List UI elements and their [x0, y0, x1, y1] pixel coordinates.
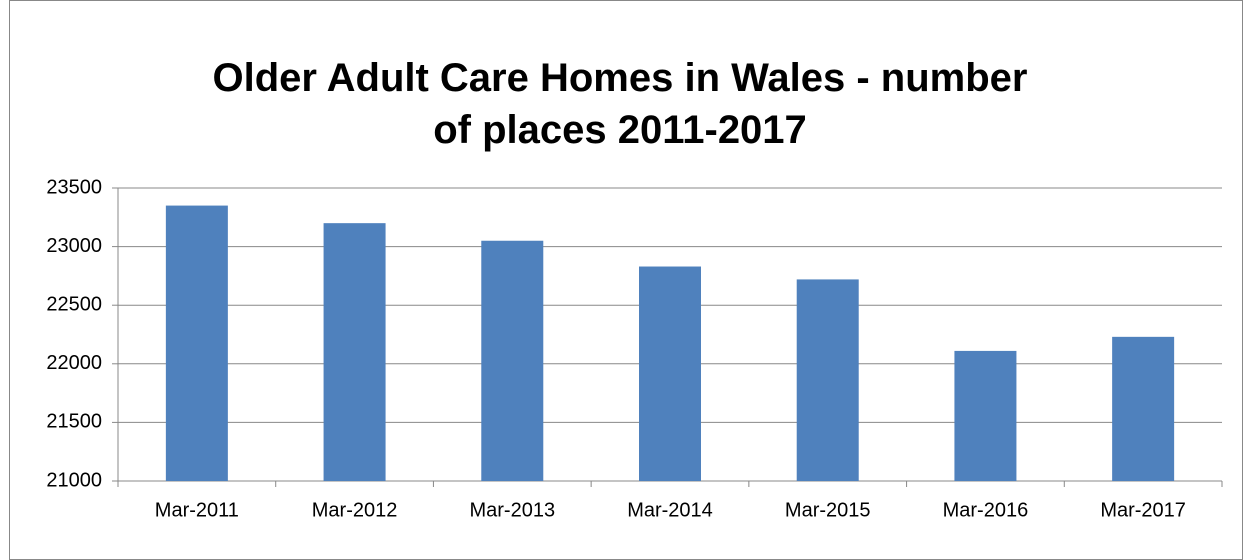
bar: [796, 279, 859, 481]
bar: [954, 350, 1017, 481]
y-tick-label: 23500: [46, 176, 102, 198]
x-tick-label: Mar-2012: [312, 499, 398, 521]
x-tick-label: Mar-2015: [785, 499, 871, 521]
y-tick-label: 21000: [46, 469, 102, 491]
bar: [481, 240, 544, 481]
y-tick-label: 23000: [46, 235, 102, 257]
chart: 21000 21500 22000 22500 23000 23500 Mar-2011 Ma…: [46, 176, 1223, 521]
bar: [165, 205, 228, 481]
y-tick-label: 21500: [46, 411, 102, 433]
bar: [1112, 336, 1175, 481]
bar: [639, 266, 701, 481]
x-tick-label: Mar-2016: [943, 499, 1029, 521]
chart-container: 21000 21500 22000 22500 23000 23500 Mar-2011 Ma…: [9, 0, 1243, 560]
y-tick-label: 22500: [46, 293, 102, 315]
bar: [323, 223, 386, 481]
x-tick-label: Mar-2011: [155, 499, 239, 521]
x-tick-label: Mar-2017: [1100, 499, 1186, 521]
x-tick-label: Mar-2014: [627, 499, 713, 521]
x-tick-label: Mar-2013: [469, 499, 555, 521]
chart-title: Older Adult Care Homes in Wales - number…: [212, 56, 1028, 152]
y-tick-label: 22000: [46, 352, 102, 374]
